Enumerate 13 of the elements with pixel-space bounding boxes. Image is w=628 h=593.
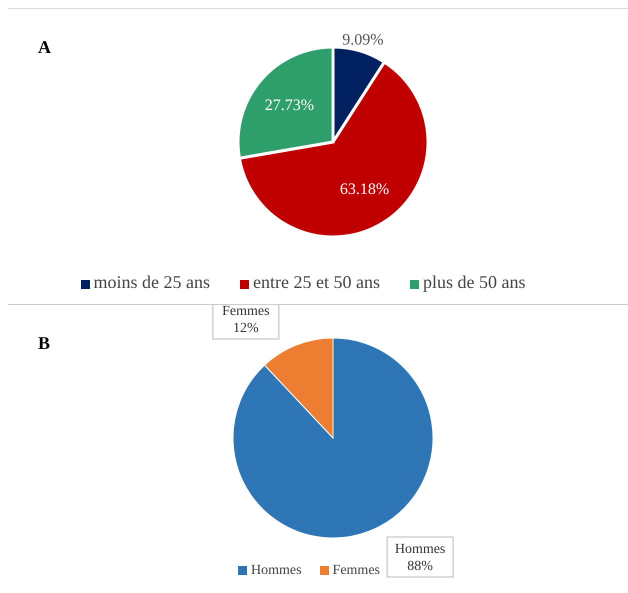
data-label: Femmes 12%	[222, 304, 270, 336]
data-label: 9.09%	[342, 31, 384, 48]
data-label: 27.73%	[264, 96, 314, 114]
pie-slice	[232, 338, 434, 538]
text: B	[38, 333, 50, 354]
legend-label: plus de 50 ans	[422, 272, 526, 292]
legend-label: moins de 25 ans	[94, 272, 210, 292]
legend-label: Hommes	[250, 563, 302, 578]
legend-label: Femmes	[332, 563, 380, 578]
legend-label: entre 25 et 50 ans	[253, 272, 380, 292]
chart-title: A	[38, 37, 51, 58]
data-label: 63.18%	[340, 181, 390, 198]
data-label: Hommes 88%	[394, 542, 446, 574]
